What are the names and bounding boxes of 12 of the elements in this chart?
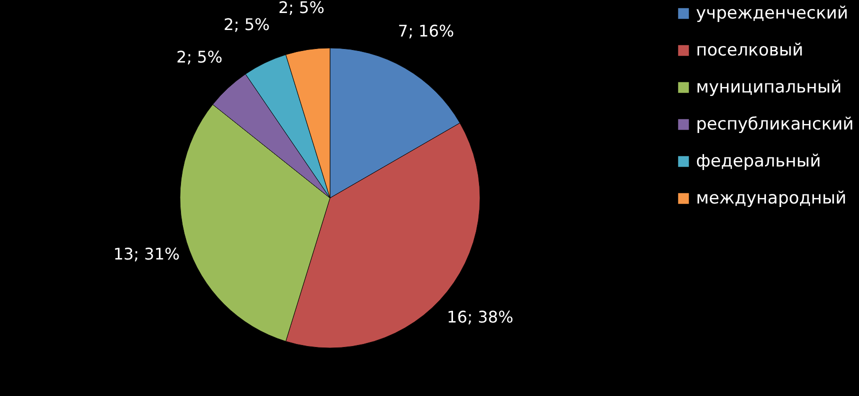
legend-label: республиканский (696, 114, 854, 134)
data-label: 16; 38% (446, 308, 514, 327)
data-label: 7; 16% (398, 22, 454, 41)
legend-label: муниципальный (696, 78, 842, 98)
data-label: 2; 5% (224, 15, 270, 34)
data-label: 13; 31% (113, 244, 180, 264)
data-label: 2; 5% (176, 47, 222, 66)
legend-label: учрежденческий (696, 4, 848, 24)
legend-label: поселковый (696, 40, 804, 60)
legend-label: федеральный (696, 152, 821, 172)
legend-label: международный (696, 188, 846, 208)
data-label: 2; 5% (278, 0, 324, 18)
